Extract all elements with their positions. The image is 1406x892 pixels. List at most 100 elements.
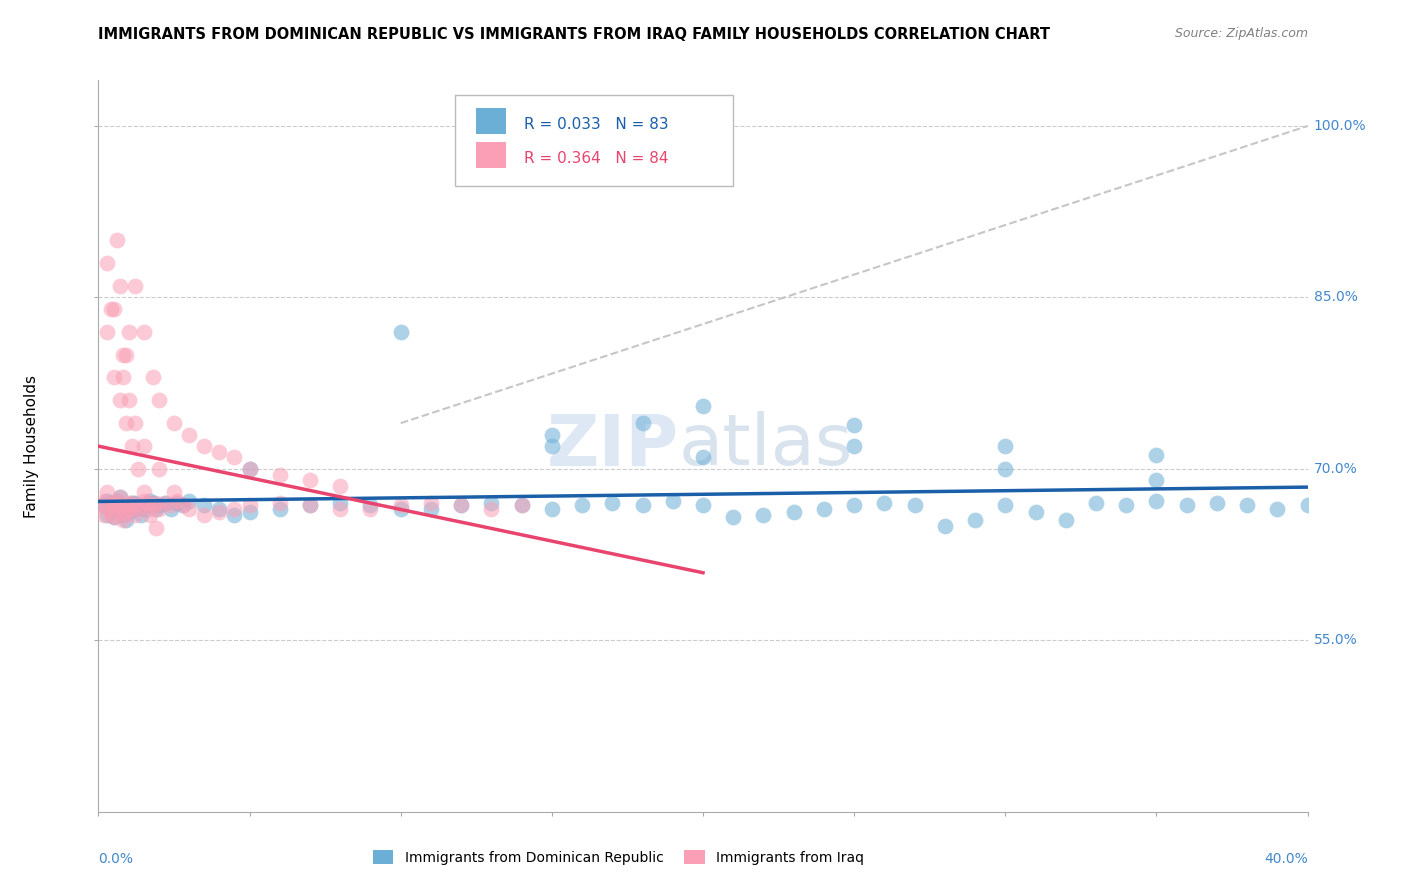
Legend: Immigrants from Dominican Republic, Immigrants from Iraq: Immigrants from Dominican Republic, Immi… xyxy=(367,845,870,871)
Point xyxy=(360,499,382,513)
Point xyxy=(124,508,146,522)
Point xyxy=(118,393,141,408)
Point xyxy=(329,501,352,516)
Point xyxy=(692,399,714,413)
Point xyxy=(844,418,866,433)
Point xyxy=(420,496,443,510)
Point xyxy=(481,501,503,516)
Point xyxy=(1024,505,1046,519)
Point xyxy=(329,496,352,510)
Point xyxy=(118,501,141,516)
Text: 0.0%: 0.0% xyxy=(98,852,134,866)
Point xyxy=(994,439,1017,453)
Point xyxy=(111,508,134,522)
Point xyxy=(118,505,141,519)
Point xyxy=(124,496,146,510)
Point xyxy=(450,499,472,513)
Point xyxy=(163,416,186,430)
Point xyxy=(100,499,122,513)
Point xyxy=(1115,499,1137,513)
Point xyxy=(269,501,291,516)
Point xyxy=(148,393,170,408)
Point xyxy=(153,496,176,510)
Point xyxy=(139,494,162,508)
Point xyxy=(100,301,122,316)
Point xyxy=(1175,499,1198,513)
Point xyxy=(96,501,118,516)
Text: Family Households: Family Households xyxy=(24,375,39,517)
Point xyxy=(299,499,322,513)
Point xyxy=(121,496,143,510)
Point xyxy=(96,325,118,339)
Point xyxy=(510,499,533,513)
Point xyxy=(114,347,136,362)
Point xyxy=(132,325,155,339)
Bar xyxy=(475,143,506,168)
Point xyxy=(148,462,170,476)
Text: 100.0%: 100.0% xyxy=(1313,119,1367,133)
Point xyxy=(934,519,956,533)
Point xyxy=(103,509,125,524)
Point xyxy=(813,501,835,516)
Point xyxy=(994,462,1017,476)
Point xyxy=(239,505,262,519)
Point xyxy=(148,499,170,513)
Point xyxy=(1144,494,1167,508)
Point xyxy=(510,499,533,513)
Point xyxy=(103,370,125,384)
Point xyxy=(114,416,136,430)
Point xyxy=(111,513,134,527)
Point xyxy=(389,499,412,513)
Point xyxy=(127,462,149,476)
Point xyxy=(1144,448,1167,462)
Point xyxy=(142,499,165,513)
Point xyxy=(166,494,188,508)
Point xyxy=(100,496,122,510)
Point xyxy=(389,501,412,516)
Point xyxy=(111,508,134,522)
Point xyxy=(172,499,194,513)
Point xyxy=(193,508,215,522)
Point xyxy=(105,494,128,508)
Text: Source: ZipAtlas.com: Source: ZipAtlas.com xyxy=(1174,27,1308,40)
Point xyxy=(118,496,141,510)
Point xyxy=(208,501,231,516)
Point xyxy=(124,501,146,516)
Point xyxy=(103,496,125,510)
Point xyxy=(108,491,131,505)
Point xyxy=(1296,499,1319,513)
Point xyxy=(224,501,246,516)
Point xyxy=(420,501,443,516)
Text: R = 0.033   N = 83: R = 0.033 N = 83 xyxy=(524,117,669,132)
Point xyxy=(389,325,412,339)
Bar xyxy=(475,108,506,134)
Point xyxy=(481,496,503,510)
Point xyxy=(208,505,231,519)
Point xyxy=(93,499,115,513)
Point xyxy=(96,508,118,522)
Point xyxy=(145,501,167,516)
Point xyxy=(132,439,155,453)
Point xyxy=(93,508,115,522)
Text: 40.0%: 40.0% xyxy=(1264,852,1308,866)
Point xyxy=(124,279,146,293)
Point xyxy=(135,499,157,513)
Point xyxy=(602,496,624,510)
Point xyxy=(118,325,141,339)
Point xyxy=(208,444,231,458)
Text: atlas: atlas xyxy=(679,411,853,481)
Point xyxy=(108,499,131,513)
Point xyxy=(299,499,322,513)
Point xyxy=(994,499,1017,513)
Point xyxy=(96,484,118,499)
Point xyxy=(661,494,683,508)
Point xyxy=(96,494,118,508)
Point xyxy=(179,494,201,508)
Point xyxy=(239,462,262,476)
Text: 55.0%: 55.0% xyxy=(1313,633,1357,648)
Point xyxy=(108,279,131,293)
Point xyxy=(145,521,167,535)
Point xyxy=(224,508,246,522)
Text: R = 0.364   N = 84: R = 0.364 N = 84 xyxy=(524,151,668,166)
Point xyxy=(139,501,162,516)
